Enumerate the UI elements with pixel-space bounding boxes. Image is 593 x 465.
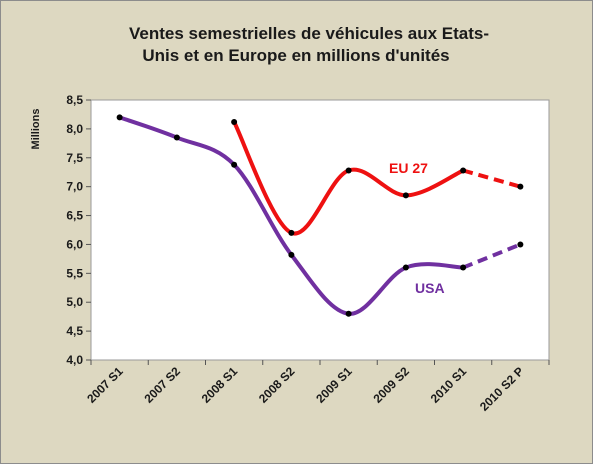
y-tick-label: 8,5 xyxy=(66,93,83,107)
series-forecast-line-eu27 xyxy=(462,168,521,189)
y-tick-label: 4,5 xyxy=(66,324,83,338)
data-point-usa xyxy=(288,251,295,258)
x-axis: 2007 S1 2007 S2 2008 S1 2008 S2 2009 S1 2009 … xyxy=(84,360,550,414)
y-tick-label: 6,5 xyxy=(66,209,83,223)
y-tick-label: 7,5 xyxy=(66,151,83,165)
data-point-eu27 xyxy=(402,192,409,199)
y-tick-label: 4,0 xyxy=(66,353,83,367)
data-point-eu27 xyxy=(231,118,238,125)
data-point-usa xyxy=(173,134,180,141)
y-tick-label: 7,0 xyxy=(66,180,83,194)
y-tick-label: 5,5 xyxy=(66,266,83,280)
chart-title-line-2: Unis et en Europe en millions d'unités xyxy=(142,46,449,65)
series-layer xyxy=(116,114,524,317)
plot-area xyxy=(90,99,550,361)
x-tick-label: 2010 S1 xyxy=(428,364,470,406)
data-point-usa xyxy=(231,161,238,168)
data-point-usa xyxy=(517,241,524,248)
y-tick-label: 5,0 xyxy=(66,295,83,309)
x-tick-label: 2009 S2 xyxy=(370,364,412,406)
x-tick-label: 2007 S1 xyxy=(84,364,126,406)
series-line-eu27 xyxy=(232,119,466,236)
data-point-usa xyxy=(116,114,123,121)
y-tick-label: 6,0 xyxy=(66,237,83,251)
data-point-eu27 xyxy=(288,229,295,236)
x-tick-label: 2007 S2 xyxy=(141,364,183,406)
data-point-usa xyxy=(402,264,409,271)
chart-title-line-1: Ventes semestrielles de véhicules aux Et… xyxy=(129,24,489,43)
series-forecast-line-usa xyxy=(462,242,522,270)
x-tick-label: 2010 S2 P xyxy=(477,364,527,414)
data-point-eu27 xyxy=(517,183,524,190)
y-tick-label: 8,0 xyxy=(66,122,83,136)
y-axis: 4,0 4,5 5,0 5,5 6,0 6,5 7,0 7,5 8,0 8,5 xyxy=(66,93,91,367)
data-point-eu27 xyxy=(345,167,352,174)
data-point-usa xyxy=(345,310,352,317)
series-label-eu27: EU 27 xyxy=(389,160,428,176)
data-point-usa xyxy=(460,264,467,271)
x-tick-label: 2009 S1 xyxy=(313,364,355,406)
x-tick-label: 2008 S2 xyxy=(256,364,298,406)
x-tick-label: 2008 S1 xyxy=(199,364,241,406)
data-point-eu27 xyxy=(460,167,467,174)
series-label-usa: USA xyxy=(415,280,445,296)
y-axis-label: Millions xyxy=(30,109,42,150)
